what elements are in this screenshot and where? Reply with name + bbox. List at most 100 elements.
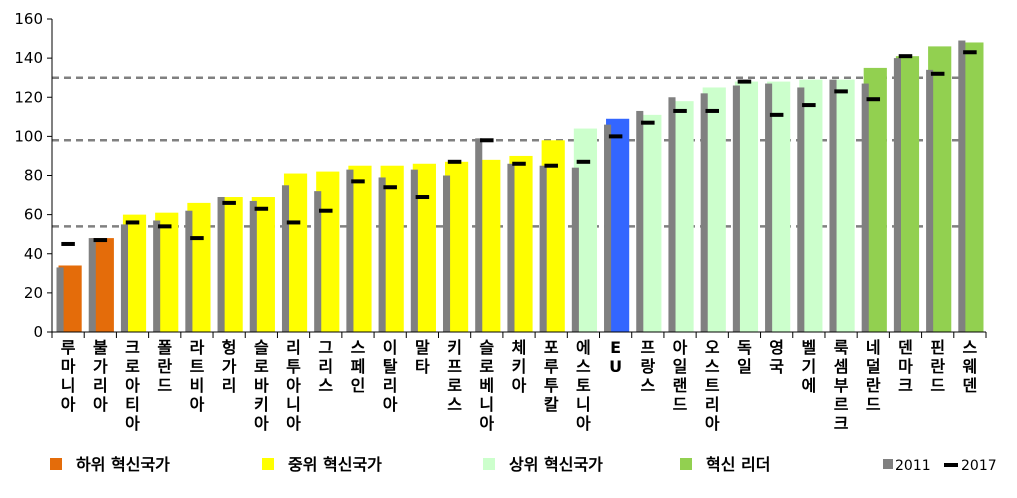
axes: 0 20 40 60 80 100 120 140 160 <box>14 10 987 341</box>
marker-2017 <box>61 241 75 246</box>
bar-2011 <box>56 267 64 332</box>
marker-2017 <box>512 161 526 166</box>
bar-2011 <box>829 79 837 332</box>
bar-main <box>702 87 726 332</box>
marker-2017 <box>705 108 720 113</box>
marker-2017 <box>898 54 913 59</box>
bar-2011 <box>410 169 418 332</box>
marker-2017 <box>641 120 655 125</box>
legend-swatch-marker2017 <box>944 463 958 467</box>
bar-2011 <box>185 210 193 332</box>
bar-2011 <box>507 163 515 332</box>
y-tick-label: 100 <box>14 127 43 145</box>
bar-main <box>606 118 630 332</box>
bar-main <box>863 67 887 332</box>
bar-main <box>219 197 243 332</box>
bar-2011 <box>958 40 966 333</box>
bar-main <box>348 165 372 332</box>
legend-swatch-high <box>483 458 495 470</box>
bar-main <box>251 197 275 332</box>
bar-main <box>187 202 211 332</box>
marker-2017 <box>286 220 301 225</box>
bar-2011 <box>732 85 740 332</box>
y-tick-label: 20 <box>24 284 43 302</box>
legend-swatch-low <box>50 458 62 470</box>
marker-2017 <box>254 206 269 211</box>
bar-2011 <box>153 220 161 332</box>
y-tick-label: 0 <box>33 323 43 341</box>
bar-main <box>477 159 501 332</box>
bar-2011 <box>893 58 901 332</box>
bar-2011 <box>346 169 354 332</box>
bar-2011 <box>281 185 290 332</box>
bar-main <box>799 79 823 332</box>
marker-2017 <box>963 50 977 55</box>
bar-2011 <box>765 83 773 333</box>
bar-main <box>638 114 662 332</box>
marker-2017 <box>222 200 236 205</box>
marker-2017 <box>834 89 848 94</box>
bar-main <box>734 81 759 332</box>
legend-label-leader: 혁신 리더 <box>706 455 770 474</box>
bar-main <box>960 42 984 332</box>
marker-2017 <box>415 195 430 200</box>
marker-2017 <box>480 138 494 143</box>
marker-2017 <box>93 238 108 243</box>
bar-2011 <box>217 197 225 332</box>
y-tick-label: 120 <box>14 88 43 106</box>
marker-2017 <box>318 208 333 213</box>
marker-2017 <box>157 224 172 229</box>
marker-2017 <box>125 220 140 225</box>
y-tick-label: 140 <box>14 49 43 67</box>
bar-2011 <box>314 191 322 332</box>
category-labels: 루 마 니 아 불 가 리 아 크 로 아 티 아 폴 란 드 라 트 비 아 헝 가 리 슬 로 바 키 아 리 투 아 니 아 그 리 스 스 페 인 이… <box>61 338 978 433</box>
legend-label-low: 하위 혁신국가 <box>76 455 170 474</box>
marker-2017 <box>930 71 945 76</box>
bar-main <box>155 212 179 332</box>
bar-main <box>541 140 565 332</box>
bar-main <box>58 265 82 332</box>
legend-label-mid: 중위 혁신국가 <box>288 455 382 474</box>
marker-2017 <box>544 163 558 168</box>
marker-2017 <box>383 185 397 190</box>
marker-2017 <box>673 108 687 113</box>
marker-2017 <box>866 97 881 102</box>
bar-2011 <box>668 97 676 332</box>
bar-main <box>509 155 533 332</box>
bar-2011 <box>475 138 483 332</box>
bar-main <box>412 163 436 332</box>
bar-main <box>895 56 920 332</box>
bar-main <box>283 173 308 332</box>
bar-2011 <box>442 175 451 332</box>
y-tick-label: 60 <box>24 206 43 224</box>
y-tick-label: 80 <box>24 167 43 185</box>
legend-swatch-mid <box>262 458 274 470</box>
legend-label-high: 상위 혁신국가 <box>509 455 603 474</box>
bar-main <box>444 161 469 332</box>
bar-2011 <box>636 110 644 332</box>
